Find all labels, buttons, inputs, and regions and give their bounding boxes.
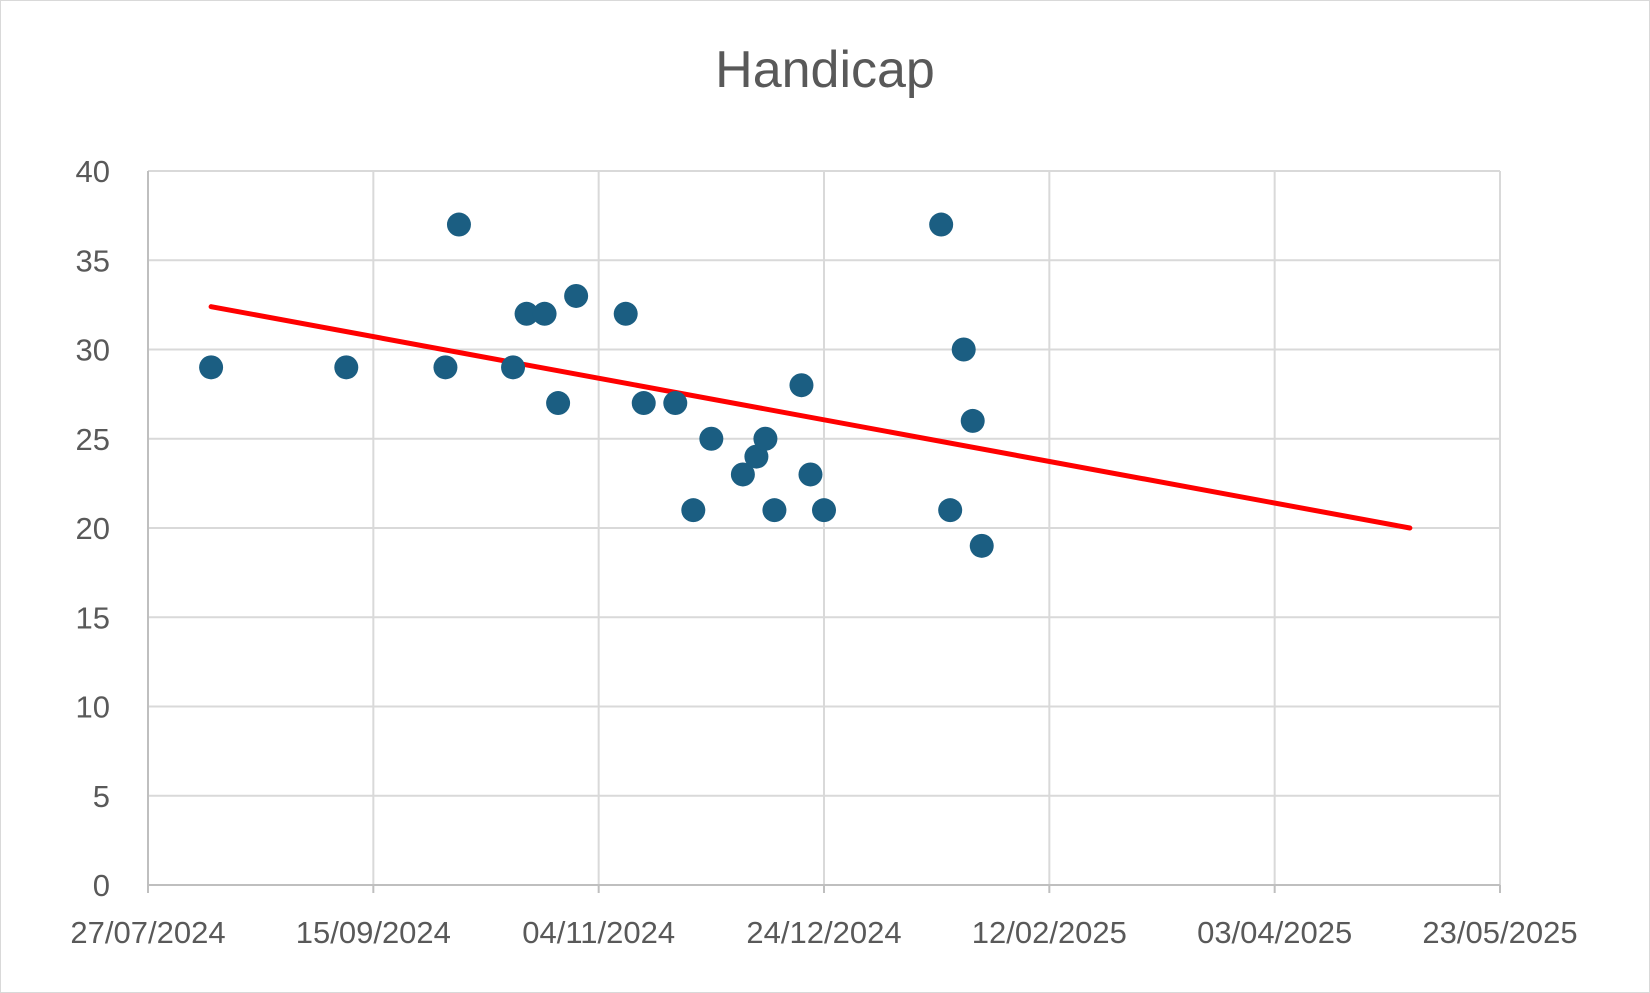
data-point	[446, 212, 471, 237]
axes	[147, 171, 1501, 893]
data-points	[199, 212, 994, 558]
tick-labels: 27/07/2024 15/09/2024 04/11/2024 24/12/2024…	[70, 154, 1577, 950]
data-point	[546, 391, 571, 416]
data-point	[744, 444, 769, 469]
data-point	[514, 301, 539, 326]
data-point	[951, 337, 976, 362]
data-point	[798, 462, 823, 487]
data-point	[762, 498, 787, 523]
data-point	[938, 498, 963, 523]
y-tick-label: 30	[76, 333, 110, 368]
data-point	[631, 391, 656, 416]
x-tick-label: 04/11/2024	[522, 915, 675, 950]
y-tick-label: 40	[76, 154, 110, 189]
trendline	[208, 304, 1413, 531]
data-point	[564, 283, 589, 308]
y-tick-label: 5	[93, 779, 110, 814]
x-tick-label: 24/12/2024	[746, 915, 901, 950]
x-tick-label: 15/09/2024	[296, 915, 451, 950]
y-tick-label: 15	[76, 600, 110, 635]
y-tick-label: 35	[76, 243, 110, 278]
y-tick-label: 25	[76, 422, 110, 457]
data-point	[929, 212, 954, 237]
data-point	[613, 301, 638, 326]
y-tick-label: 10	[76, 690, 110, 725]
data-point	[730, 462, 755, 487]
y-tick-label: 0	[93, 868, 110, 903]
x-tick-label: 03/04/2025	[1197, 915, 1352, 950]
data-point	[433, 355, 458, 380]
x-tick-label: 23/05/2025	[1422, 915, 1577, 950]
trendline-group	[208, 304, 1413, 531]
data-point	[969, 533, 994, 558]
data-point	[699, 426, 724, 451]
data-point	[753, 426, 778, 451]
data-point	[789, 373, 814, 398]
data-point	[334, 355, 359, 380]
data-point	[501, 355, 526, 380]
data-point	[960, 408, 985, 433]
data-point	[532, 301, 557, 326]
data-point	[199, 355, 224, 380]
data-point	[663, 391, 688, 416]
gridlines	[147, 170, 1501, 885]
x-tick-label: 12/02/2025	[972, 915, 1127, 950]
data-point	[812, 498, 836, 523]
y-tick-label: 20	[76, 511, 110, 546]
chart-title: Handicap	[715, 41, 935, 99]
x-tick-label: 27/07/2024	[70, 915, 225, 950]
data-point	[681, 498, 706, 523]
